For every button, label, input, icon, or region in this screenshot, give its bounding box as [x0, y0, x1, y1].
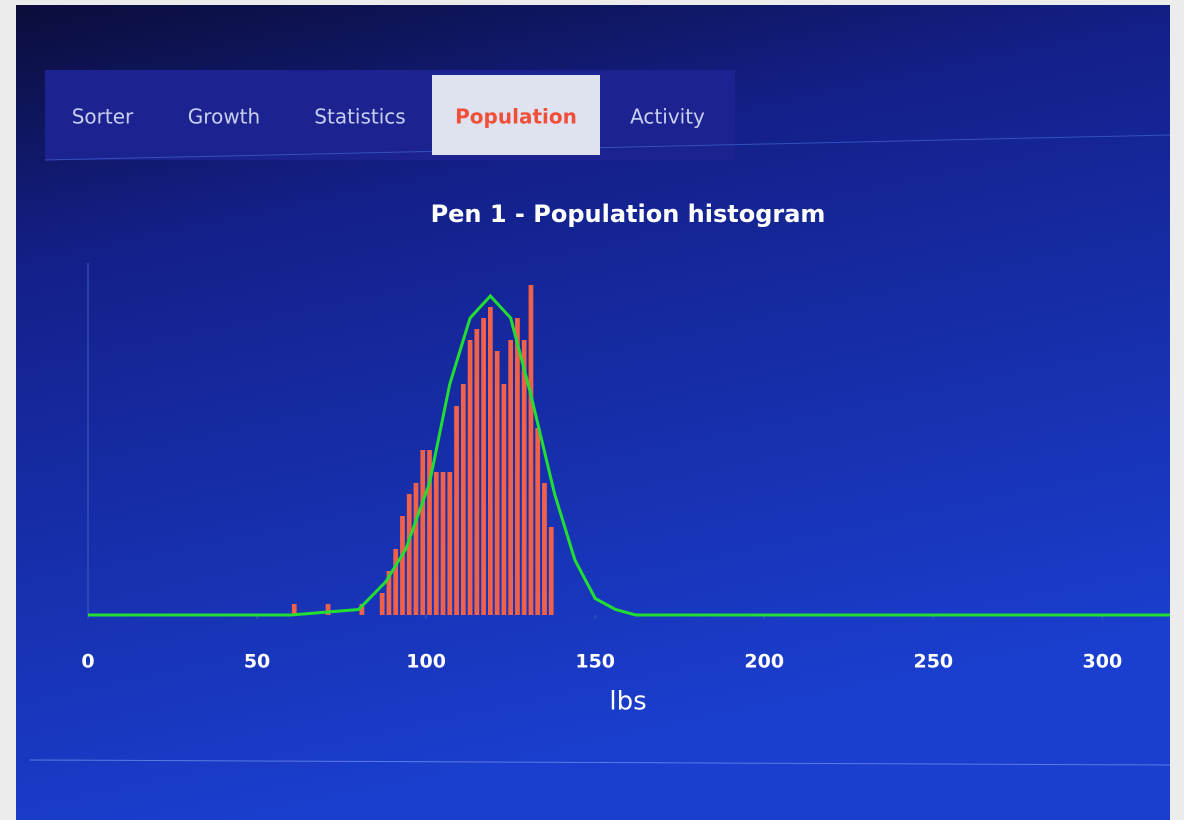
bar [529, 285, 534, 615]
x-tick-label: 150 [575, 651, 615, 673]
screen: Pen 1 - Population histogram lbs Sorter G… [0, 0, 1184, 820]
bar [434, 472, 439, 615]
bar [447, 472, 452, 615]
bar [502, 384, 507, 615]
bar [535, 428, 540, 615]
tab[interactable]: Sorter [72, 105, 134, 129]
bar [481, 318, 486, 615]
bar [468, 340, 473, 615]
bar [549, 527, 554, 615]
bar [474, 329, 479, 615]
bar [400, 516, 405, 615]
tab[interactable]: Population [455, 105, 577, 129]
x-tick-label: 300 [1083, 651, 1123, 673]
bar [393, 549, 398, 615]
x-tick-label: 0 [81, 651, 94, 673]
bar [542, 483, 547, 615]
bar [508, 340, 513, 615]
x-tick-label: 50 [244, 651, 270, 673]
tab[interactable]: Activity [630, 105, 705, 129]
bar [380, 593, 385, 615]
bar [407, 494, 412, 615]
x-tick-label: 200 [744, 651, 784, 673]
x-tick-label: 100 [406, 651, 446, 673]
chart-title: Pen 1 - Population histogram [431, 200, 826, 228]
bar [495, 351, 500, 615]
bar [515, 318, 520, 615]
x-tick-label: 250 [913, 651, 953, 673]
page: Population histogram {"tabs": ["Sorter",… [0, 0, 1184, 820]
bar [461, 384, 466, 615]
tab[interactable]: Growth [188, 105, 260, 129]
bar [454, 406, 459, 615]
bar [414, 483, 419, 615]
tab[interactable]: Statistics [314, 105, 405, 129]
bar [488, 307, 493, 615]
x-axis-label: lbs [609, 687, 646, 717]
bar [441, 472, 446, 615]
body: Pen 1 - Population histogram lbs Sorter G… [0, 0, 1184, 820]
bar [420, 450, 425, 615]
